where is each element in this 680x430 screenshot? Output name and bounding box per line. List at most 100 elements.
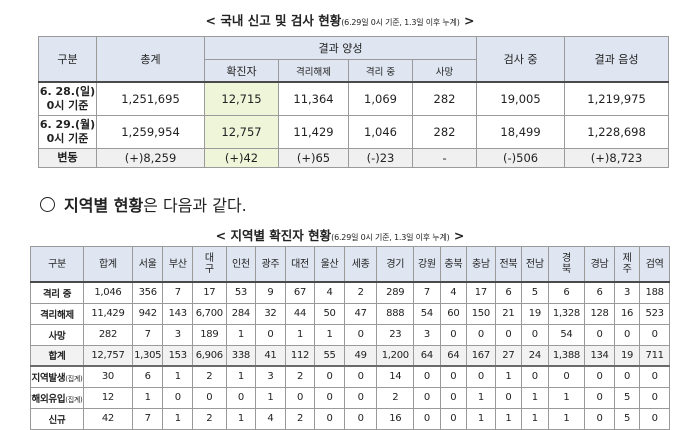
region-cell: 67: [284, 281, 316, 304]
table-row: 격리해제 11,429 942 143 6,700 284 32 44 50 47 888 54 60 1…: [30, 302, 670, 325]
region-cell: 16: [613, 302, 641, 325]
section-heading: 지역별 현황 은 다음과 같다.: [40, 192, 247, 216]
region-cell: 6: [131, 365, 164, 388]
table-row: 격리 중 1,046 356 7 17 53 9 67 4 2 289 7 4 17 6 5 6 6 3 188: [30, 281, 670, 304]
region-cell: 0: [639, 386, 670, 409]
region-header-text: 경: [561, 253, 571, 264]
region-cell: 50: [314, 302, 345, 325]
region-header-text: 울산: [320, 258, 339, 270]
row-label: 격리 중: [30, 281, 84, 304]
row-label: 합계: [30, 344, 84, 367]
header-confirmed: 확진자: [204, 59, 279, 83]
region-cell: 2: [284, 365, 316, 388]
region-cell: 12: [82, 386, 133, 409]
cell-isolating: 1,069: [348, 81, 413, 116]
title-end: >: [459, 13, 475, 28]
region-header: 세종: [343, 246, 378, 283]
circle-bullet-icon: [40, 196, 55, 212]
region-cell: 0: [413, 407, 441, 430]
header-positive-group: 결과 양성: [203, 36, 478, 60]
region-cell: 167: [466, 344, 496, 367]
region-cell: 7: [131, 407, 164, 430]
region-cell: 1: [466, 407, 496, 430]
row-label: 격리해제: [30, 302, 84, 325]
region-cell: 44: [284, 302, 316, 325]
table-row: 합계 12,757 1,305 153 6,906 338 41 112 55 49 1,200 64…: [30, 344, 670, 367]
cell-testing: 18,499: [476, 114, 566, 149]
row-label: 변동: [38, 147, 97, 168]
region-cell: 60: [439, 302, 468, 325]
row-label-text: 사망: [48, 330, 66, 342]
region-cell: 24: [521, 344, 549, 367]
region-cell: 54: [413, 302, 441, 325]
title-main: < 국내 신고 및 검사 현황: [205, 13, 342, 28]
region-cell: 1,200: [376, 344, 415, 367]
region-cell: 6,906: [192, 344, 227, 367]
region-cell: 0: [343, 386, 378, 409]
region-header: 충북: [439, 246, 468, 283]
region-header-text: 전북: [499, 258, 518, 270]
table-row: 지역발생(집계) 30 6 1 2 1 3 2 0 0 14 0 0 0 1 0 0 0 0 0: [30, 365, 670, 388]
region-header: 부산: [162, 246, 193, 283]
region-header: 경남: [584, 246, 615, 283]
region-header-text: 강원: [417, 258, 436, 270]
region-cell: 1: [225, 365, 257, 388]
cell-released: 11,429: [278, 114, 349, 149]
region-header: 인천: [225, 246, 257, 283]
region-cell: 0: [584, 407, 615, 430]
region-cell: 0: [584, 323, 615, 346]
region-cell: 6: [547, 281, 586, 304]
cell-confirmed: 12,757: [204, 114, 279, 149]
region-cell: 0: [639, 407, 670, 430]
row-label-text: 신규: [48, 414, 66, 426]
region-header-text: 충북: [444, 258, 463, 270]
region-cell: 6: [584, 281, 615, 304]
national-report-table: 구분 총계 결과 양성 검사 중 결과 음성 확진자 격리해제 격리 중 사망 …: [38, 36, 670, 168]
row-label: 지역발생(집계): [30, 365, 84, 388]
region-header-text: 세종: [351, 258, 370, 270]
region-cell: 128: [584, 302, 615, 325]
region-cell: 1: [547, 407, 586, 430]
region-cell: 0: [466, 365, 496, 388]
row-label-text: 합계: [48, 351, 66, 363]
region-header-text: 서울: [138, 258, 157, 270]
table-row: 변동 (+)8,259 (+)42 (+)65 (-)23- (-)506 (+)8,723: [38, 147, 670, 168]
row-label: 6. 28.(일) 0시 기준: [38, 81, 97, 116]
region-cell: 2: [343, 281, 378, 304]
region-cell: 0: [162, 386, 193, 409]
region-cell: 19: [521, 302, 549, 325]
region-cell: 143: [162, 302, 193, 325]
region-header-text: 인천: [231, 258, 250, 270]
region-header-text: 주: [622, 264, 632, 275]
region-cell: 4: [255, 407, 286, 430]
region-cell: 55: [314, 344, 345, 367]
region-cell: 30: [82, 365, 133, 388]
region-cell: 2: [376, 386, 415, 409]
region-cell: 41: [255, 344, 286, 367]
header-isolating: 격리 중: [348, 59, 413, 83]
row-label-text: 해외유입: [31, 393, 66, 405]
region-cell: 4: [314, 281, 345, 304]
region-header-text: 광주: [261, 258, 280, 270]
region-cell: 1: [255, 386, 286, 409]
region-header-text: 북: [561, 264, 571, 275]
cell-testing: (-)506: [476, 147, 566, 168]
region-cell: 0: [413, 386, 441, 409]
table-row: 6. 28.(일) 0시 기준 1,251,695 12,715 11,364 1,06…: [38, 81, 670, 116]
region-cell: 0: [466, 323, 496, 346]
region-cell: 0: [225, 386, 257, 409]
region-cell: 16: [376, 407, 415, 430]
cell-isolating: 1,046: [348, 114, 413, 149]
header-category: 구분: [38, 36, 97, 83]
region-header: 경기: [376, 246, 415, 283]
cell-testing: 19,005: [476, 81, 566, 116]
region-cell: 1: [466, 386, 496, 409]
cell-confirmed: (+)42: [204, 147, 279, 168]
region-cell: 0: [413, 365, 441, 388]
region-header: 전남: [521, 246, 549, 283]
region-cell: 5: [613, 386, 641, 409]
region-cell: 0: [613, 365, 641, 388]
region-cell: 338: [225, 344, 257, 367]
region-header: 검역: [639, 246, 670, 283]
region-cell: 32: [255, 302, 286, 325]
